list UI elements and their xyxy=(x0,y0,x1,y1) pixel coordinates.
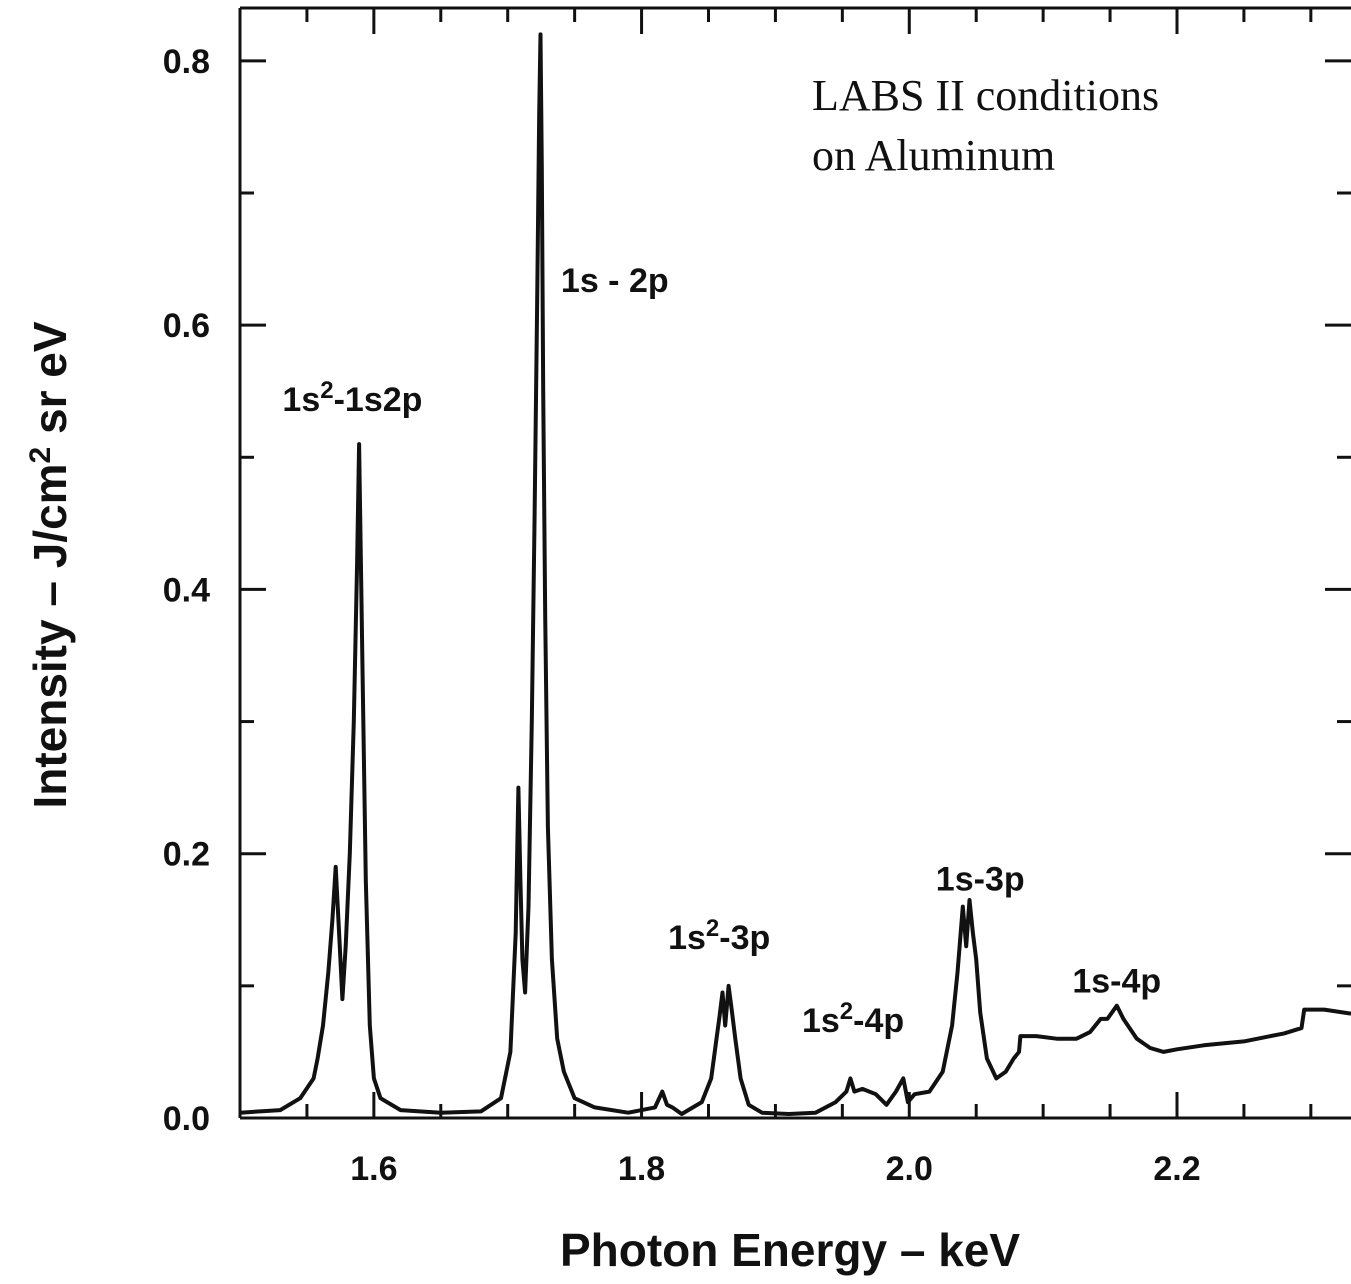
peak-label: 1s2-4p xyxy=(802,998,904,1041)
peak-label: 1s2-1s2p xyxy=(282,377,422,420)
series-layer xyxy=(239,32,1351,1116)
peak-label-base: 1s - 2p xyxy=(561,262,669,300)
peak-label-base: 1s xyxy=(802,1002,840,1040)
peak-label-base: 1s xyxy=(668,919,706,957)
y-tick-label: 0.0 xyxy=(163,1100,210,1138)
plot-frame xyxy=(238,6,1351,1120)
y-tick-label: 0.6 xyxy=(163,307,210,345)
peak-label-tail: -4p xyxy=(853,1002,904,1040)
peak-label: 1s-3p xyxy=(936,861,1025,899)
y-tick-label: 0.8 xyxy=(163,43,210,81)
peak-label: 1s2-3p xyxy=(668,914,770,957)
y-axis-title: Intensity – J/cm2 sr eV xyxy=(24,321,77,808)
spectrum-line-0 xyxy=(239,32,1351,1116)
x-tick-label: 2.0 xyxy=(886,1150,933,1188)
peak-label-base: 1s xyxy=(282,381,320,419)
y-axis-title-main: Intensity – J/cm xyxy=(24,463,76,808)
peak-label-sup: 2 xyxy=(320,377,333,404)
peak-label-sup: 2 xyxy=(840,998,853,1025)
x-tick-label: 2.2 xyxy=(1153,1150,1200,1188)
y-tick-label: 0.4 xyxy=(163,571,210,609)
peak-label-base: 1s-3p xyxy=(936,861,1025,899)
x-tick-label: 1.6 xyxy=(350,1150,397,1188)
annotation-line-1: LABS II conditions xyxy=(812,71,1159,120)
peak-label-sup: 2 xyxy=(706,914,719,941)
y-axis-title-tail: sr eV xyxy=(24,321,76,447)
peak-label-tail: -3p xyxy=(719,919,770,957)
y-axis-title-sup: 2 xyxy=(24,447,57,464)
peak-label-tail: -1s2p xyxy=(334,381,423,419)
x-axis-title: Photon Energy – keV xyxy=(560,1224,1020,1276)
y-tick-label: 0.2 xyxy=(163,836,210,874)
peak-label: 1s - 2p xyxy=(561,262,669,300)
annotation-line-2: on Aluminum xyxy=(812,131,1055,180)
tick-labels: 1.6 1.8 2.0 2.2 0.0 0.2 0.4 0.6 0.8 xyxy=(163,43,1201,1188)
axis-ticks xyxy=(240,8,1351,1120)
x-tick-label: 1.8 xyxy=(618,1150,665,1188)
peak-label-base: 1s-4p xyxy=(1072,962,1161,1000)
peak-label: 1s-4p xyxy=(1072,962,1161,1000)
